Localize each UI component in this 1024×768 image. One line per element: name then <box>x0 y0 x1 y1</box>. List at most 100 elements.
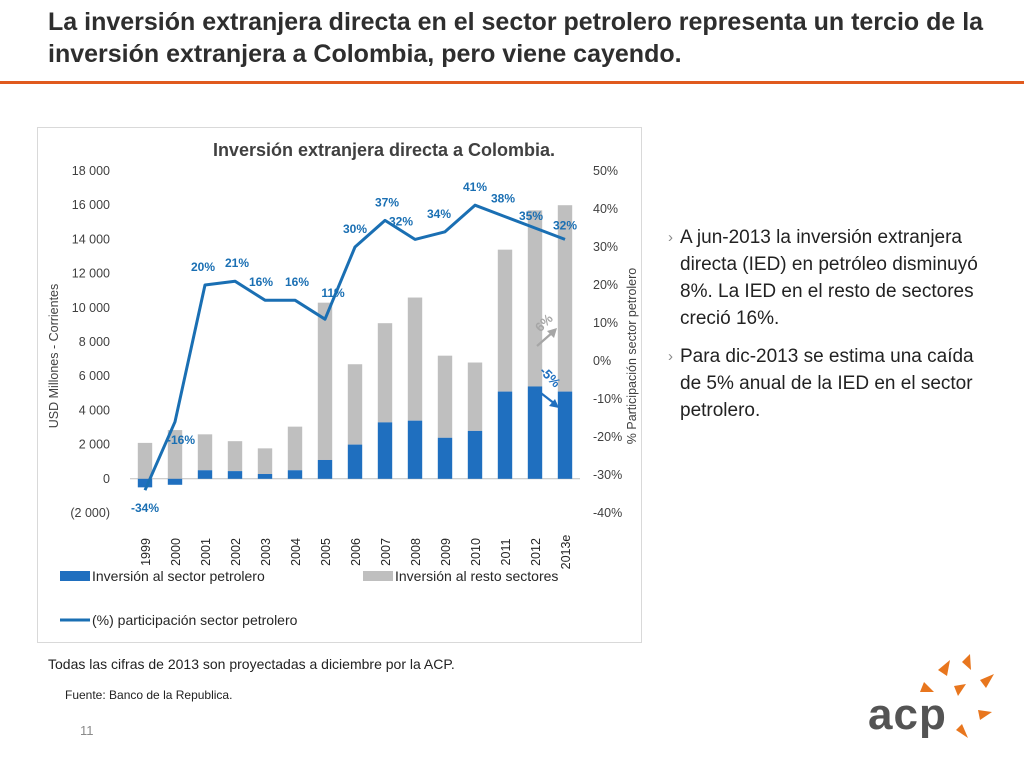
bar-sector-petrolero <box>137 478 153 488</box>
x-tick-label: 2003 <box>259 538 273 566</box>
bar-resto-sectores <box>317 302 333 460</box>
y2-tick-label: 50% <box>593 164 618 178</box>
starburst-icon <box>920 654 994 738</box>
bar-sector-petrolero <box>437 437 453 479</box>
y-tick-label: (2 000) <box>70 506 110 520</box>
line-data-label: 41% <box>463 180 487 194</box>
bar-resto-sectores <box>137 442 153 479</box>
y-tick-label: 2 000 <box>79 438 110 452</box>
bar-resto-sectores <box>287 426 303 471</box>
acp-logo: acp <box>858 652 1008 762</box>
y-tick-label: 6 000 <box>79 369 110 383</box>
y2-tick-label: 10% <box>593 316 618 330</box>
legend-label: (%) participación sector petrolero <box>92 612 298 628</box>
bar-resto-sectores <box>257 448 273 475</box>
bar-resto-sectores <box>557 205 573 392</box>
y-tick-label: 18 000 <box>72 164 110 178</box>
x-tick-label: 2005 <box>319 538 333 566</box>
page-number: 11 <box>80 723 94 738</box>
y2-tick-label: 0% <box>593 354 611 368</box>
bar-resto-sectores <box>407 297 423 421</box>
bar-sector-petrolero <box>467 430 483 479</box>
title-divider <box>0 81 1024 84</box>
bar-resto-sectores <box>467 362 483 431</box>
bullet-list: › A jun-2013 la inversión extranjera dir… <box>668 224 998 435</box>
y2-tick-label: -20% <box>593 430 622 444</box>
annotation-arrowhead-down <box>549 399 559 408</box>
line-data-label: 38% <box>491 192 515 206</box>
bar-resto-sectores <box>227 441 243 472</box>
bar-sector-petrolero <box>287 470 303 479</box>
bullet-chevron-icon: › <box>668 229 673 246</box>
line-data-label: 35% <box>519 209 543 223</box>
x-tick-label: 2001 <box>199 538 213 566</box>
bar-sector-petrolero <box>317 459 333 479</box>
legend-swatch-resto <box>363 571 393 581</box>
line-data-label: 11% <box>321 286 345 300</box>
line-data-label: 34% <box>427 207 451 221</box>
bar-resto-sectores <box>437 355 453 438</box>
y-tick-label: 0 <box>103 472 110 486</box>
x-tick-label: 2009 <box>439 538 453 566</box>
annotation-arrow-up <box>536 331 554 347</box>
y-axis-title: USD Millones - Corrientes <box>47 284 61 428</box>
y2-tick-label: -40% <box>593 506 622 520</box>
slide-title: La inversión extranjera directa en el se… <box>48 8 984 68</box>
legend-label: Inversión al resto sectores <box>395 568 558 584</box>
line-participacion <box>143 203 566 491</box>
x-tick-label: 2010 <box>469 538 483 566</box>
line-data-label: 16% <box>249 275 273 289</box>
annotation-arrowhead-up <box>547 328 557 338</box>
x-tick-label: 2007 <box>379 538 393 566</box>
bar-sector-petrolero <box>377 422 393 479</box>
bar-sector-petrolero <box>407 420 423 479</box>
line-data-label: 32% <box>389 214 413 228</box>
x-tick-label: 2012 <box>529 538 543 566</box>
chart-title: Inversión extranjera directa a Colombia. <box>213 140 555 160</box>
x-tick-label: 2008 <box>409 538 423 566</box>
y-tick-label: 8 000 <box>79 335 110 349</box>
y-tick-label: 10 000 <box>72 301 110 315</box>
x-tick-label: 2006 <box>349 538 363 566</box>
line-data-label: 30% <box>343 222 367 236</box>
bar-sector-petrolero <box>557 391 573 479</box>
bar-sector-petrolero <box>257 474 273 479</box>
footnote: Todas las cifras de 2013 son proyectadas… <box>48 656 455 672</box>
line-data-label: -16% <box>167 433 195 447</box>
y2-tick-label: -10% <box>593 392 622 406</box>
bar-resto-sectores <box>167 430 183 479</box>
line-data-label: 16% <box>285 275 309 289</box>
x-tick-label: 2013e <box>559 535 573 570</box>
bar-resto-sectores <box>197 434 213 471</box>
legend-swatch-petrolero <box>60 571 90 581</box>
y-tick-label: 4 000 <box>79 403 110 417</box>
logo-text: acp <box>868 690 947 739</box>
bullet-item: › Para dic-2013 se estima una caída de 5… <box>668 343 998 424</box>
legend-label: Inversión al sector petrolero <box>92 568 265 584</box>
y-tick-label: 12 000 <box>72 267 110 281</box>
bar-resto-sectores <box>347 364 363 445</box>
bar-resto-sectores <box>377 323 393 423</box>
bullet-chevron-icon: › <box>668 348 673 365</box>
bar-sector-petrolero <box>497 391 513 479</box>
y2-axis-title: % Participación sector petrolero <box>625 268 639 445</box>
bullet-item: › A jun-2013 la inversión extranjera dir… <box>668 224 998 332</box>
bar-sector-petrolero <box>227 471 243 479</box>
line-data-label: 21% <box>225 256 249 270</box>
bar-sector-petrolero <box>527 386 543 479</box>
line-data-label: 37% <box>375 195 399 209</box>
x-tick-label: 2011 <box>499 539 513 566</box>
bullet-text: A jun-2013 la inversión extranjera direc… <box>680 227 978 329</box>
bar-resto-sectores <box>527 210 543 387</box>
y2-tick-label: -30% <box>593 468 622 482</box>
x-tick-label: 2004 <box>289 538 303 566</box>
line-data-label: 32% <box>553 218 577 232</box>
bar-sector-petrolero <box>197 470 213 479</box>
x-tick-label: 1999 <box>139 538 153 566</box>
y-tick-label: 16 000 <box>72 198 110 212</box>
line-data-label: -34% <box>131 501 159 515</box>
annotation-arrow-down <box>536 389 556 405</box>
y2-tick-label: 20% <box>593 278 618 292</box>
x-tick-label: 2002 <box>229 538 243 566</box>
chart-container: Inversión extranjera directa a Colombia.… <box>37 127 642 643</box>
